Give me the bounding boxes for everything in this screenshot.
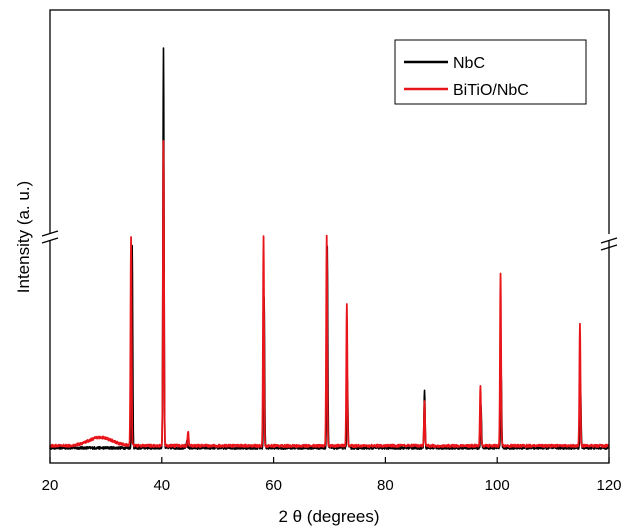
legend-label-nbc: NbC	[453, 55, 485, 72]
series-bitio-nbc-line	[49, 139, 610, 448]
y-axis-title: Intensity (a. u.)	[14, 181, 33, 293]
legend-label-bitio-nbc: BiTiO/NbC	[453, 82, 529, 99]
plot-series	[49, 47, 610, 450]
series-nbc-line	[49, 47, 610, 450]
x-tick-label: 100	[485, 477, 510, 494]
x-axis-title: 2 θ (degrees)	[278, 507, 379, 526]
legend: NbC BiTiO/NbC	[394, 39, 587, 105]
y-axis-break-right	[600, 234, 618, 251]
x-tick-label: 60	[265, 477, 282, 494]
x-tick-label: 40	[153, 477, 170, 494]
y-axis-break-left	[41, 230, 59, 244]
x-tick-label: 80	[377, 477, 394, 494]
x-axis-ticks: 20 40 60 80 100 120	[42, 457, 622, 494]
x-tick-label: 120	[596, 477, 621, 494]
x-tick-label: 20	[42, 477, 59, 494]
legend-box	[394, 39, 587, 105]
